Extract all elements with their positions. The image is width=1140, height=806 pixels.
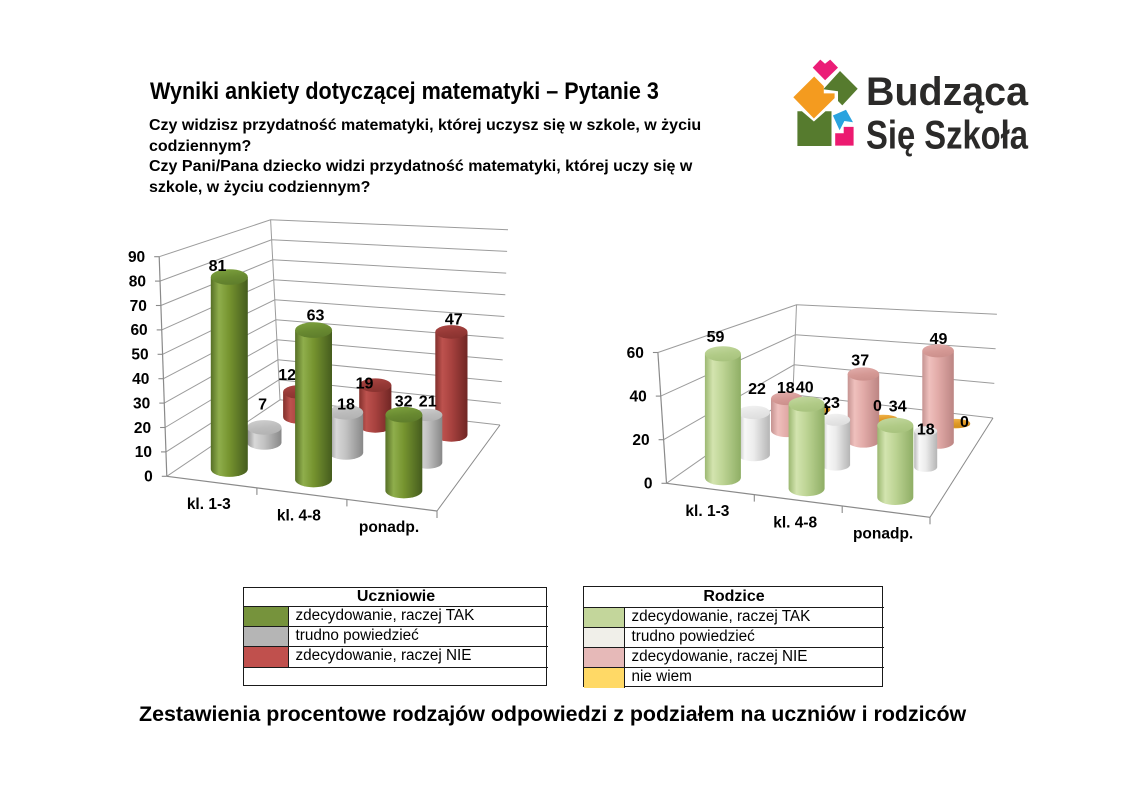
svg-text:47: 47 [445,312,463,329]
svg-text:7: 7 [258,397,267,414]
svg-text:60: 60 [627,345,644,362]
svg-text:20: 20 [632,432,649,449]
svg-text:Budząca: Budząca [866,70,1029,114]
svg-text:18: 18 [777,380,795,397]
svg-text:0: 0 [960,414,969,431]
svg-text:0: 0 [644,476,653,493]
svg-text:20: 20 [134,420,151,437]
svg-text:kl. 1-3: kl. 1-3 [187,496,231,513]
svg-text:50: 50 [131,347,148,364]
svg-text:81: 81 [209,258,227,275]
svg-text:23: 23 [822,395,840,412]
svg-text:63: 63 [307,307,325,324]
svg-text:kl. 4-8: kl. 4-8 [773,514,817,531]
svg-text:kl. 1-3: kl. 1-3 [685,503,729,520]
svg-text:90: 90 [128,249,145,266]
svg-text:0: 0 [144,469,153,486]
svg-text:21: 21 [419,394,437,411]
svg-text:70: 70 [130,298,147,315]
svg-text:0: 0 [873,398,882,415]
svg-text:32: 32 [395,394,413,411]
svg-text:34: 34 [889,398,907,415]
svg-text:22: 22 [748,381,766,398]
svg-text:ponadp.: ponadp. [853,526,913,543]
svg-text:12: 12 [278,367,296,384]
svg-text:30: 30 [133,395,150,412]
svg-text:10: 10 [135,444,152,461]
svg-text:80: 80 [129,273,146,290]
svg-text:59: 59 [707,329,725,346]
svg-text:40: 40 [132,371,149,388]
svg-text:60: 60 [130,322,147,339]
svg-text:19: 19 [356,375,374,392]
svg-text:18: 18 [337,396,355,413]
svg-text:kl. 4-8: kl. 4-8 [277,508,321,525]
svg-text:37: 37 [851,353,869,370]
svg-text:ponadp.: ponadp. [359,519,419,536]
svg-text:18: 18 [917,421,935,438]
svg-text:Się Szkoła: Się Szkoła [866,113,1029,157]
svg-text:49: 49 [930,331,948,348]
svg-text:40: 40 [630,388,647,405]
svg-text:40: 40 [796,379,814,396]
